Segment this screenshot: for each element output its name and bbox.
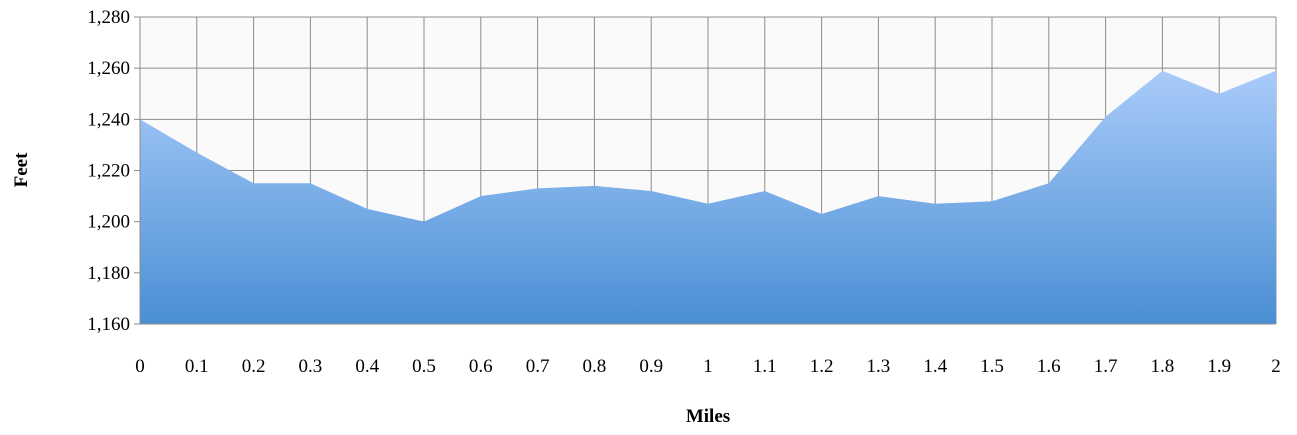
x-tick-labels: 0 0.1 0.2 0.3 0.4 0.5 0.6 0.7 0.8 0.9 1 1.1 1.2 1.3 1.…	[135, 356, 1281, 377]
y-tick-label: 1,240	[87, 109, 130, 130]
x-tick-label: 1.4	[923, 356, 947, 377]
x-tick-label: 0.9	[639, 356, 663, 377]
y-tick-label: 1,160	[87, 314, 130, 335]
x-tick-label: 1.9	[1207, 356, 1231, 377]
y-tick-label: 1,260	[87, 58, 130, 79]
x-tick-label: 0.3	[299, 356, 323, 377]
x-tick-label: 0.1	[185, 356, 209, 377]
y-axis-title: Feet	[11, 152, 32, 187]
x-tick-label: 2	[1271, 356, 1281, 377]
x-tick-label: 1.8	[1151, 356, 1175, 377]
y-tick-labels: 1,160 1,180 1,200 1,220 1,240 1,260 1,280	[87, 7, 130, 335]
y-tick-label: 1,280	[87, 7, 130, 28]
x-tick-label: 0.5	[412, 356, 436, 377]
x-tick-label: 1.6	[1037, 356, 1061, 377]
y-tick-label: 1,180	[87, 263, 130, 284]
x-tick-label: 1.1	[753, 356, 777, 377]
y-tick-label: 1,220	[87, 161, 130, 182]
x-tick-label: 0.6	[469, 356, 493, 377]
x-tick-label: 0.2	[242, 356, 266, 377]
x-tick-label: 0	[135, 356, 145, 377]
y-tick-label: 1,200	[87, 212, 130, 233]
x-tick-label: 1.2	[810, 356, 834, 377]
x-tick-label: 1	[703, 356, 713, 377]
x-tick-label: 0.4	[355, 356, 379, 377]
x-tick-label: 0.7	[526, 356, 550, 377]
x-tick-label: 1.3	[867, 356, 891, 377]
x-tick-label: 0.8	[583, 356, 607, 377]
x-tick-label: 1.5	[980, 356, 1004, 377]
x-axis-title: Miles	[686, 406, 730, 427]
x-tick-label: 1.7	[1094, 356, 1118, 377]
